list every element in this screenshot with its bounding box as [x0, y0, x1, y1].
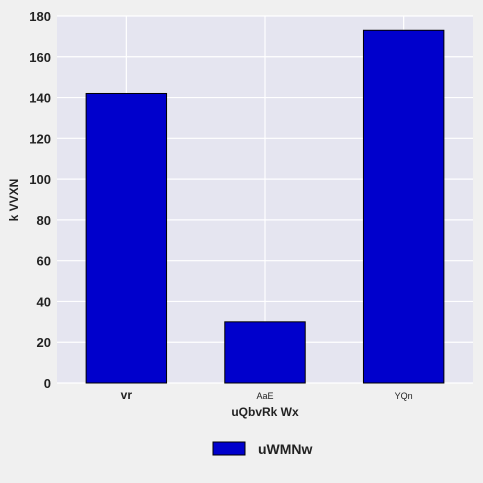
bars [85, 29, 445, 384]
legend-swatch [212, 441, 246, 456]
x-tick-label: vr [121, 388, 133, 402]
legend-label: uWMNw [258, 441, 313, 457]
y-tick-label: 160 [29, 50, 51, 65]
y-tick-label: 120 [29, 131, 51, 146]
bar [224, 321, 306, 384]
y-tick-label: 60 [37, 254, 51, 269]
x-tick-labels: vr AaE YQn [121, 388, 413, 402]
x-tick-label: YQn [395, 391, 413, 401]
x-axis-label: uQbvRk Wx [231, 405, 299, 419]
y-tick-label: 20 [37, 335, 51, 350]
legend: uWMNw [212, 441, 313, 457]
bar [362, 29, 445, 384]
y-tick-label: 140 [29, 91, 51, 106]
y-tick-label: 0 [44, 376, 51, 391]
y-tick-label: 80 [37, 213, 51, 228]
y-axis-label: k VVXN [7, 179, 21, 222]
y-tick-label: 40 [37, 294, 51, 309]
y-tick-label: 180 [29, 9, 51, 24]
bar [85, 92, 168, 384]
y-tick-labels: 0 20 40 60 80 100 120 140 160 180 [29, 9, 51, 391]
y-tick-label: 100 [29, 172, 51, 187]
x-tick-label: AaE [256, 391, 273, 401]
